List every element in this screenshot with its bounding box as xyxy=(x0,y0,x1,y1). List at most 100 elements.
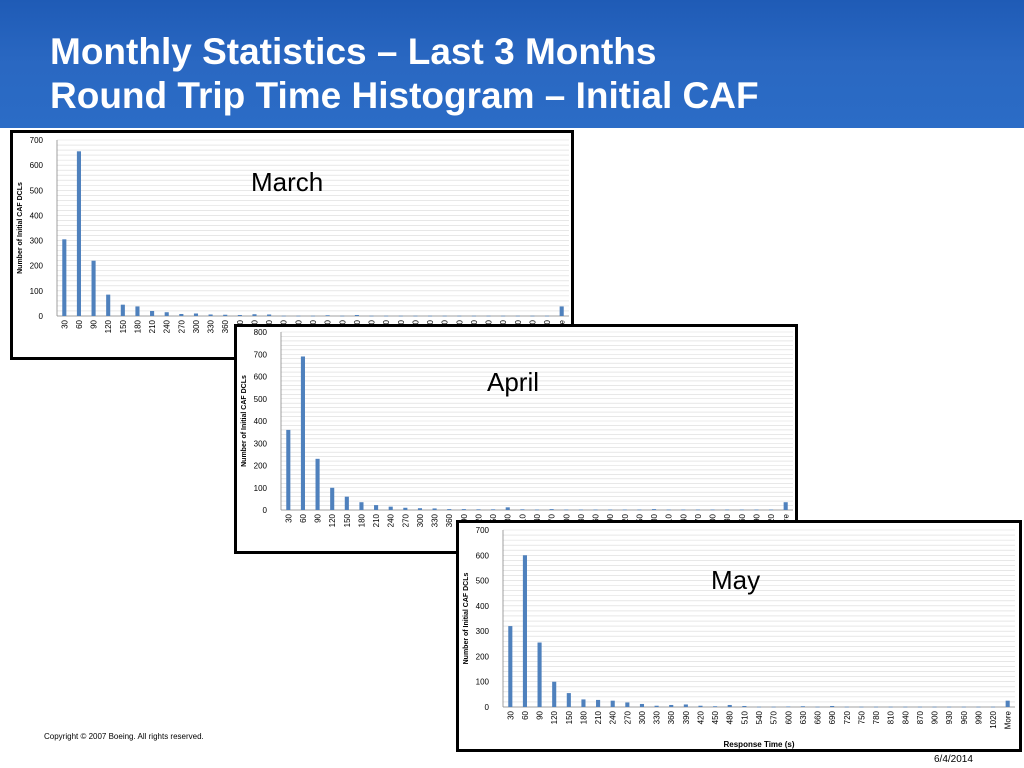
histogram-bar xyxy=(976,706,981,708)
march-histogram: 0 100 200 300 400 500 600 700 Number of Initial … xyxy=(17,136,569,338)
histogram-bar xyxy=(91,260,96,316)
histogram-bar xyxy=(756,706,762,708)
histogram-bar xyxy=(384,315,389,317)
histogram-bar xyxy=(491,509,496,510)
y-tick-label: 600 xyxy=(30,161,44,170)
x-tick-label: 30 xyxy=(284,513,293,522)
x-tick-label: 30 xyxy=(506,710,515,719)
histogram-bar xyxy=(873,706,879,708)
histogram-bar xyxy=(991,706,996,708)
histogram-bar xyxy=(223,314,228,316)
histogram-bar xyxy=(310,315,316,317)
histogram-bar xyxy=(859,706,864,708)
y-tick-label: 600 xyxy=(254,373,268,382)
histogram-bar xyxy=(461,509,466,510)
y-axis-label: Number of Initial CAF DCLs xyxy=(463,573,470,665)
x-tick-label: 510 xyxy=(740,710,749,724)
y-tick-label: 100 xyxy=(254,484,268,493)
y-tick-label: 500 xyxy=(30,186,44,195)
histogram-bar xyxy=(666,509,671,511)
histogram-bar xyxy=(1005,700,1010,707)
histogram-bar xyxy=(388,506,393,510)
y-tick-label: 400 xyxy=(30,211,44,220)
may-chart-panel: 0 100 200 300 400 500 600 700 Number of Initial … xyxy=(456,520,1022,752)
histogram-bar xyxy=(330,487,335,510)
histogram-bar xyxy=(769,509,774,511)
x-tick-label: 810 xyxy=(887,710,896,724)
y-tick-label: 300 xyxy=(30,237,44,246)
histogram-bar xyxy=(296,315,301,317)
x-tick-label: 360 xyxy=(667,710,676,724)
x-tick-label: 270 xyxy=(401,513,410,527)
x-tick-label: 720 xyxy=(843,710,852,724)
x-tick-label: 60 xyxy=(75,319,84,328)
x-tick-label: 630 xyxy=(799,710,808,724)
x-tick-label: 240 xyxy=(163,319,172,333)
y-tick-label: 500 xyxy=(254,395,268,404)
x-tick-label: 450 xyxy=(711,710,720,724)
x-tick-label: 780 xyxy=(872,710,881,724)
y-tick-label: 400 xyxy=(476,602,490,611)
histogram-bar xyxy=(471,315,476,317)
histogram-bar xyxy=(486,315,491,317)
histogram-bar xyxy=(552,681,557,707)
x-tick-label: 330 xyxy=(653,710,662,724)
histogram-bar xyxy=(917,706,922,708)
x-tick-label: More xyxy=(1004,710,1013,729)
x-tick-label: 750 xyxy=(857,710,866,724)
y-tick-label: 200 xyxy=(476,652,490,661)
x-tick-label: 90 xyxy=(536,710,545,719)
histogram-bar xyxy=(508,626,513,707)
y-tick-label: 300 xyxy=(254,439,268,448)
histogram-bar xyxy=(515,315,520,317)
histogram-bar xyxy=(725,509,730,511)
histogram-bar xyxy=(62,239,67,316)
histogram-bar xyxy=(252,314,257,316)
slide-header: Monthly Statistics – Last 3 Months Round… xyxy=(0,0,1024,128)
histogram-bar xyxy=(476,509,481,510)
x-tick-label: 120 xyxy=(328,513,337,527)
histogram-bar xyxy=(654,705,659,707)
histogram-bar xyxy=(359,502,364,510)
x-tick-label: 570 xyxy=(770,710,779,724)
title-line-2: Round Trip Time Histogram – Initial CAF xyxy=(50,75,759,116)
copyright-notice: Copyright © 2007 Boeing. All rights rese… xyxy=(44,732,204,741)
histogram-bar xyxy=(267,314,272,316)
histogram-bar xyxy=(413,315,418,317)
y-tick-label: 0 xyxy=(39,312,44,321)
histogram-bar xyxy=(713,706,718,707)
x-tick-label: 90 xyxy=(90,319,99,328)
x-axis-label: Response Time (s) xyxy=(724,740,795,749)
histogram-bar xyxy=(193,313,199,316)
histogram-bar xyxy=(710,509,715,511)
x-tick-label: 660 xyxy=(814,710,823,724)
histogram-bar xyxy=(683,704,688,707)
histogram-bar xyxy=(520,509,525,510)
y-tick-label: 700 xyxy=(254,350,268,359)
histogram-bar xyxy=(549,509,554,510)
histogram-bar xyxy=(457,315,462,317)
x-tick-label: 270 xyxy=(623,710,632,724)
x-tick-label: 600 xyxy=(784,710,793,724)
x-tick-label: 540 xyxy=(755,710,764,724)
may-label: May xyxy=(711,565,761,595)
histogram-bar xyxy=(596,699,601,707)
x-tick-label: 420 xyxy=(696,710,705,724)
histogram-bar xyxy=(505,507,510,510)
histogram-bar xyxy=(608,509,613,511)
x-tick-label: 270 xyxy=(177,319,186,333)
x-tick-label: 180 xyxy=(357,513,366,527)
y-tick-label: 200 xyxy=(254,462,268,471)
y-tick-label: 400 xyxy=(254,417,268,426)
histogram-bar xyxy=(669,704,674,707)
histogram-bar xyxy=(344,496,349,510)
x-tick-label: 960 xyxy=(960,710,969,724)
y-axis-label: Number of Initial CAF DCLs xyxy=(17,182,24,274)
histogram-bar xyxy=(447,509,452,510)
x-tick-label: 360 xyxy=(445,513,454,527)
x-tick-label: 30 xyxy=(60,319,69,328)
histogram-bar xyxy=(106,294,111,316)
march-label: March xyxy=(251,167,324,197)
histogram-bar xyxy=(374,505,379,510)
histogram-bar xyxy=(786,706,791,708)
